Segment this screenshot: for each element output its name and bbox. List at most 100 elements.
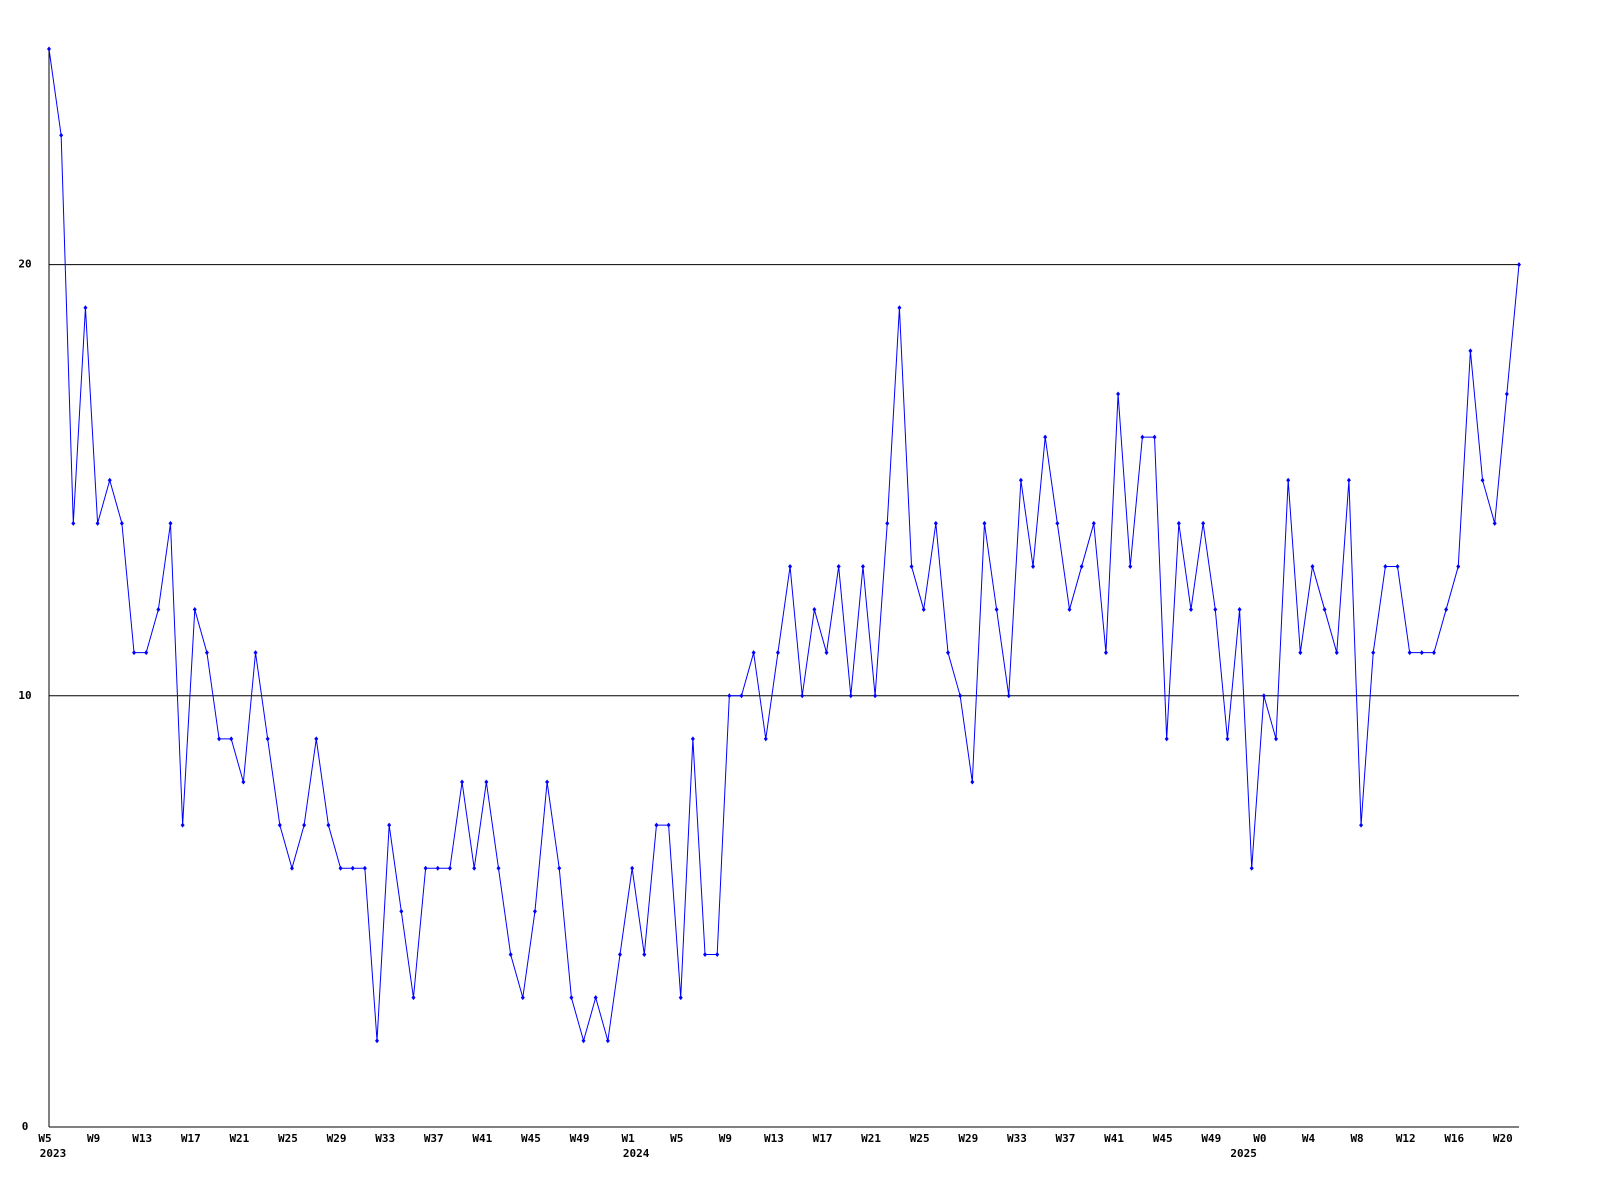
point xyxy=(350,865,355,871)
point xyxy=(1043,434,1048,440)
point xyxy=(1407,650,1412,656)
point xyxy=(411,995,416,1001)
x-tick-label: W5 xyxy=(670,1132,683,1145)
point xyxy=(71,520,76,526)
point xyxy=(873,693,878,699)
point xyxy=(192,607,197,613)
x-tick-label: W25 xyxy=(278,1132,298,1145)
x-tick-label: W17 xyxy=(813,1132,833,1145)
point xyxy=(1031,563,1036,569)
point xyxy=(520,995,525,1001)
point xyxy=(654,822,659,828)
x-tick-label: W45 xyxy=(521,1132,541,1145)
point xyxy=(946,650,951,656)
point xyxy=(727,693,732,699)
point xyxy=(545,779,550,785)
point xyxy=(1395,563,1400,569)
point xyxy=(1164,736,1169,742)
x-year-label: 2023 xyxy=(40,1147,67,1160)
point xyxy=(958,693,963,699)
point xyxy=(836,563,841,569)
x-tick-label: W5 xyxy=(38,1132,51,1145)
x-tick-label: W13 xyxy=(764,1132,784,1145)
x-tick-label: W33 xyxy=(1007,1132,1027,1145)
point xyxy=(302,822,307,828)
x-year-label: 2025 xyxy=(1230,1147,1257,1160)
point xyxy=(812,607,817,613)
point xyxy=(824,650,829,656)
point xyxy=(1480,477,1485,483)
x-tick-label: W16 xyxy=(1444,1132,1464,1145)
point xyxy=(763,736,768,742)
x-tick-label: W21 xyxy=(861,1132,881,1145)
x-tick-label: W13 xyxy=(132,1132,152,1145)
point xyxy=(970,779,975,785)
point xyxy=(204,650,209,656)
point xyxy=(338,865,343,871)
point xyxy=(933,520,938,526)
point xyxy=(885,520,890,526)
point xyxy=(1274,736,1279,742)
point xyxy=(1103,650,1108,656)
point xyxy=(1116,391,1121,397)
point xyxy=(508,952,513,958)
point xyxy=(180,822,185,828)
x-tick-label: W0 xyxy=(1253,1132,1266,1145)
point xyxy=(1322,607,1327,613)
point xyxy=(1079,563,1084,569)
point xyxy=(423,865,428,871)
x-tick-label: W37 xyxy=(1056,1132,1076,1145)
point xyxy=(1091,520,1096,526)
x-tick-label: W4 xyxy=(1302,1132,1316,1145)
point xyxy=(739,693,744,699)
x-tick-label: W41 xyxy=(472,1132,492,1145)
point xyxy=(59,132,64,138)
y-tick-label: 0 xyxy=(22,1120,29,1133)
point xyxy=(617,952,622,958)
point xyxy=(265,736,270,742)
point xyxy=(277,822,282,828)
point xyxy=(605,1038,610,1044)
point xyxy=(788,563,793,569)
point xyxy=(666,822,671,828)
point xyxy=(848,693,853,699)
point xyxy=(399,908,404,914)
point xyxy=(107,477,112,483)
point xyxy=(229,736,234,742)
point xyxy=(593,995,598,1001)
point xyxy=(690,736,695,742)
x-tick-label: W9 xyxy=(87,1132,100,1145)
point xyxy=(1419,650,1424,656)
point xyxy=(1152,434,1157,440)
point xyxy=(1286,477,1291,483)
point xyxy=(751,650,756,656)
x-tick-label: W12 xyxy=(1396,1132,1416,1145)
point xyxy=(1140,434,1145,440)
y-tick-label: 20 xyxy=(18,258,31,271)
x-tick-label: W49 xyxy=(570,1132,590,1145)
point xyxy=(569,995,574,1001)
point xyxy=(314,736,319,742)
line xyxy=(48,48,1520,1043)
point xyxy=(47,46,51,52)
point xyxy=(642,952,647,958)
point xyxy=(1249,865,1254,871)
point xyxy=(715,952,720,958)
point xyxy=(168,520,173,526)
point xyxy=(156,607,161,613)
point xyxy=(460,779,465,785)
point xyxy=(1055,520,1060,526)
point xyxy=(1346,477,1351,483)
x-tick-label: W8 xyxy=(1350,1132,1363,1145)
point xyxy=(909,563,914,569)
y-tick-label: 10 xyxy=(18,689,31,702)
point xyxy=(1359,822,1364,828)
point xyxy=(1067,607,1072,613)
x-tick-label: W29 xyxy=(327,1132,347,1145)
x-tick-label: W33 xyxy=(375,1132,395,1145)
point xyxy=(1201,520,1206,526)
x-tick-label: W1 xyxy=(622,1132,636,1145)
point xyxy=(144,650,149,656)
point xyxy=(1383,563,1388,569)
x-tick-label: W49 xyxy=(1201,1132,1221,1145)
